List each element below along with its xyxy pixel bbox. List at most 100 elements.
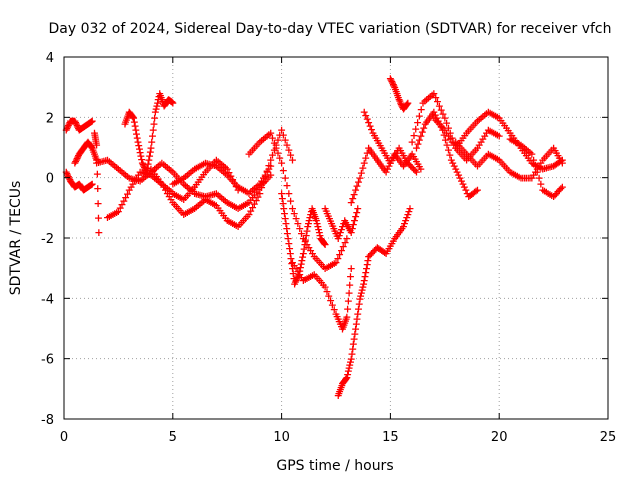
data-point: + (252, 181, 261, 194)
data-point: + (341, 373, 350, 386)
data-point: + (228, 199, 237, 212)
data-point: + (380, 246, 389, 259)
data-point: + (244, 148, 253, 161)
data-point: + (243, 186, 252, 199)
data-point: + (219, 193, 228, 206)
data-point: + (547, 160, 556, 173)
data-point: + (331, 256, 340, 269)
data-point: + (351, 323, 360, 336)
data-point: + (536, 178, 545, 191)
data-point: + (511, 134, 520, 147)
data-point: + (194, 161, 203, 174)
data-point: + (356, 289, 365, 302)
data-point: + (121, 115, 130, 128)
data-point: + (275, 128, 284, 141)
data-point: + (224, 215, 233, 228)
data-point: + (286, 247, 295, 260)
data-point: + (394, 91, 403, 104)
data-point: + (482, 107, 491, 120)
data-point: + (435, 99, 444, 112)
data-point: + (363, 258, 372, 271)
data-point: + (435, 117, 444, 130)
data-point: + (197, 159, 206, 172)
data-point: + (486, 124, 495, 137)
data-point: + (183, 169, 192, 182)
data-point: + (290, 259, 299, 272)
data-point: + (341, 216, 350, 229)
data-point: + (340, 374, 349, 387)
data-point: + (154, 160, 163, 173)
data-point: + (313, 220, 322, 233)
data-point: + (170, 188, 179, 201)
data-point: + (139, 160, 148, 173)
data-point: + (266, 126, 275, 139)
data-point: + (370, 244, 379, 257)
data-point: + (172, 200, 181, 213)
data-point: + (244, 187, 253, 200)
data-point: + (145, 150, 154, 163)
data-point: + (212, 154, 221, 167)
data-point: + (73, 179, 82, 192)
data-point: + (92, 157, 101, 170)
data-point: + (403, 157, 412, 170)
data-point: + (73, 151, 82, 164)
data-point: + (473, 160, 482, 173)
data-point: + (327, 217, 336, 230)
data-point: + (383, 163, 392, 176)
data-point: + (192, 200, 201, 213)
data-point: + (311, 252, 320, 265)
data-point: + (148, 170, 157, 183)
data-point: + (282, 179, 291, 192)
data-point: + (232, 180, 241, 193)
data-point: + (261, 169, 270, 182)
series-arc14: ++++++++++++++++++++++++++++++++++++++++… (334, 202, 415, 402)
data-point: + (389, 151, 398, 164)
data-point: + (405, 158, 414, 171)
data-point: + (275, 152, 284, 165)
data-point: + (150, 163, 159, 176)
data-point: + (264, 163, 273, 176)
data-point: + (264, 128, 273, 141)
data-point: + (135, 143, 144, 156)
series-arc15: ++++++++++++++++++++++++++++++++++++++++… (347, 142, 426, 209)
data-point: + (77, 181, 86, 194)
data-point: + (473, 114, 482, 127)
data-point: + (190, 163, 199, 176)
data-point: + (199, 168, 208, 181)
data-point: + (317, 233, 326, 246)
y-tick-label: 0 (46, 172, 54, 187)
data-point: + (524, 152, 533, 165)
data-point: + (299, 247, 308, 260)
data-point: + (347, 353, 356, 366)
data-point: + (175, 204, 184, 217)
data-point: + (284, 237, 293, 250)
data-point: + (396, 156, 405, 169)
data-point: + (91, 132, 100, 145)
data-point: + (221, 211, 230, 224)
data-point: + (186, 204, 195, 217)
data-point: + (340, 236, 349, 249)
data-point: + (511, 169, 520, 182)
data-point: + (266, 169, 275, 182)
data-point: + (197, 189, 206, 202)
data-point: + (441, 133, 450, 146)
data-point: + (338, 377, 347, 390)
data-point: + (387, 237, 396, 250)
data-point: + (244, 196, 253, 209)
data-point: + (94, 211, 103, 224)
data-point: + (318, 235, 327, 248)
data-point: + (280, 207, 289, 220)
data-point: + (201, 190, 210, 203)
data-point: + (347, 262, 356, 275)
data-point: + (70, 157, 79, 170)
data-point: + (487, 107, 496, 120)
data-point: + (413, 137, 422, 150)
data-point: + (155, 87, 164, 100)
data-point: + (323, 207, 332, 220)
data-point: + (308, 247, 317, 260)
data-point: + (482, 150, 491, 163)
data-point: + (62, 122, 71, 135)
data-point: + (469, 146, 478, 159)
data-point: + (154, 175, 163, 188)
data-point: + (157, 91, 166, 104)
